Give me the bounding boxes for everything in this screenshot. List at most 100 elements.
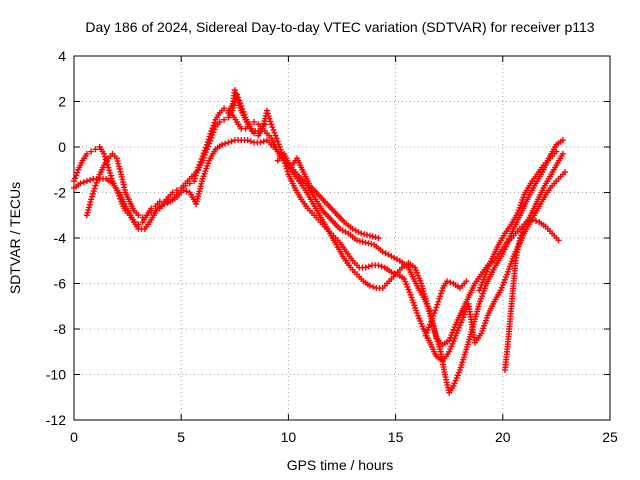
data-point [359,238,366,245]
data-point [431,310,438,317]
data-point [101,153,108,160]
data-point [369,233,376,240]
data-point [206,140,213,147]
data-point [362,239,369,246]
data-point [94,176,101,183]
data-point [232,90,239,97]
x-tick-label: 25 [602,429,618,445]
x-tick-label: 15 [388,429,404,445]
data-point [199,157,206,164]
data-point [362,264,369,271]
data-point [269,124,276,131]
data-point [218,141,225,148]
data-point [105,164,112,171]
data-point [263,107,270,114]
data-point [356,238,363,245]
data-point [77,180,84,187]
data-point [516,235,523,241]
data-point [88,196,95,203]
data-point [201,151,208,158]
data-point [251,118,258,125]
data-point [267,118,274,125]
data-point [283,165,290,172]
data-point [270,126,277,133]
y-tick-label: -4 [54,230,67,246]
data-point [424,327,431,334]
data-point [438,287,445,294]
data-point [235,99,242,106]
data-point [106,167,113,174]
data-point [429,315,436,322]
data-point [91,185,98,192]
data-points [71,87,568,396]
data-point [257,139,264,146]
data-point [391,270,398,277]
x-tick-label: 0 [70,429,78,445]
data-point [365,263,372,270]
data-point [237,104,244,111]
data-point [559,150,566,157]
data-point [210,129,217,136]
data-point [271,129,278,136]
data-point [191,178,198,185]
y-tick-label: 4 [58,48,66,64]
y-tick-label: -10 [46,367,66,383]
data-point [247,138,254,145]
y-tick-label: -6 [54,276,67,292]
y-axis-ticks: -12 -10 -8 -6 -4 -2 0 2 4 [46,48,610,428]
data-point [209,132,216,139]
data-point [268,121,275,128]
data-point [366,232,373,239]
data-point [264,110,271,117]
data-point [143,212,150,219]
x-tick-label: 20 [495,429,511,445]
data-point [368,241,375,248]
data-point [169,189,176,196]
data-point [203,146,210,153]
data-point [93,179,100,186]
x-axis-title: GPS time / hours [287,457,394,473]
data-point [378,263,385,270]
data-point [519,229,526,236]
data-point [265,113,272,120]
data-point [92,182,99,189]
data-point [202,149,209,156]
data-point [463,278,470,285]
data-point [518,232,525,239]
data-point [432,307,439,314]
data-point [87,176,94,183]
data-point [423,329,430,336]
data-point [228,138,235,145]
data-point [90,188,97,195]
data-point [435,298,442,305]
data-point [234,96,241,103]
x-axis-ticks: 0 5 10 15 20 25 [70,56,618,445]
data-point [266,115,273,122]
data-point [422,332,429,339]
data-point [375,235,382,241]
data-point [430,312,437,319]
data-point [88,148,95,155]
data-point [426,321,433,328]
data-point [225,139,232,146]
data-point [437,293,444,300]
y-tick-label: -2 [54,185,67,201]
x-tick-label: 5 [177,429,185,445]
data-point [231,87,238,94]
data-point [434,301,441,308]
grid-lines [74,56,610,420]
data-point [107,169,114,176]
data-point [436,295,443,302]
data-point [236,102,243,109]
data-point [83,150,90,157]
data-point [107,172,114,179]
data-point [173,187,180,194]
data-point [282,163,289,170]
y-tick-label: 0 [58,139,66,155]
data-point [555,237,562,244]
data-point [244,137,251,144]
data-point [260,138,267,145]
data-point [222,140,229,147]
data-point [208,134,215,141]
data-point [361,231,368,238]
